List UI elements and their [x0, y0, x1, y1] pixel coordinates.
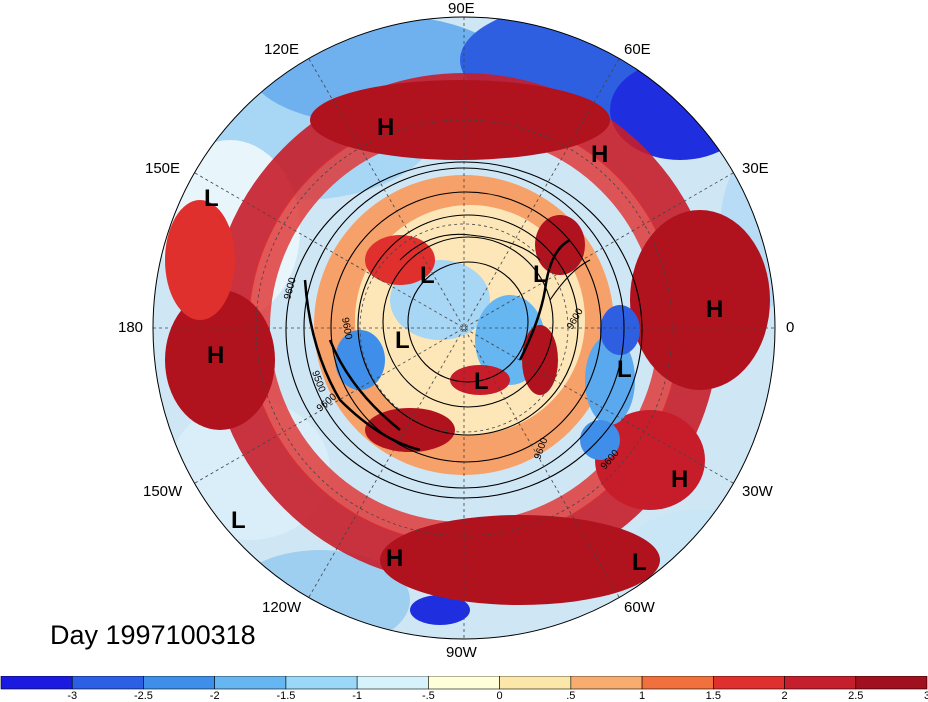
day-label: Day 1997100318: [50, 620, 256, 650]
colorbar-bin: [641, 676, 714, 690]
colorbar-tick-label: 0: [496, 690, 503, 702]
colorbar-tick-label: -1.5: [276, 690, 296, 702]
low-pressure-label: L: [231, 507, 246, 534]
colorbar-bin: [356, 676, 429, 690]
colorbar-bin: [71, 676, 144, 690]
colorbar-tick-label: .5: [566, 690, 576, 702]
colorbar-bin: [784, 676, 857, 690]
high-pressure-label: H: [377, 114, 395, 141]
lon-label-0: 0: [786, 319, 795, 336]
high-pressure-label: H: [386, 545, 404, 572]
lon-label-60e: 60E: [624, 41, 651, 58]
lon-label-120w: 120W: [262, 599, 302, 616]
colorbar-bin: [428, 676, 500, 690]
lon-label-90w: 90W: [446, 644, 477, 661]
colorbar-tick-label: -.5: [421, 690, 435, 702]
lon-label-120e: 120E: [264, 41, 300, 58]
colorbar-bin: [285, 676, 358, 690]
colorbar-bin: [214, 676, 287, 690]
low-pressure-label: L: [632, 549, 647, 576]
low-pressure-label: L: [474, 368, 489, 395]
colorbar-tick-label: 2: [781, 690, 788, 702]
high-pressure-label: H: [591, 141, 609, 168]
colorbar-bin: [0, 676, 73, 690]
high-pressure-label: H: [671, 466, 689, 493]
colorbar-tick-label: -1: [352, 690, 363, 702]
colorbar-tick-label: -2: [209, 690, 220, 702]
colorbar-tick-label: 3: [923, 690, 928, 702]
lon-label-150e: 150E: [145, 160, 181, 177]
anomaly-field: [153, 17, 775, 639]
graticule: [153, 17, 775, 639]
map-boundary: [152, 16, 776, 640]
low-pressure-label: L: [533, 261, 548, 288]
colorbar-tick-label: -3: [67, 690, 78, 702]
lon-label-30w: 30W: [742, 483, 773, 500]
contour-label: 9600: [339, 317, 354, 341]
lon-label-30e: 30E: [742, 160, 769, 177]
colorbar-tick-label: 1.5: [705, 690, 721, 702]
high-pressure-label: H: [207, 342, 225, 369]
lon-label-180: 180: [118, 319, 144, 336]
high-pressure-label: H: [706, 296, 724, 323]
low-pressure-label: L: [395, 327, 410, 354]
colorbar-bin: [143, 676, 215, 690]
colorbar-bin: [499, 676, 572, 690]
colorbar: [0, 676, 928, 690]
colorbar-bin: [570, 676, 643, 690]
lon-label-90e: 90E: [448, 0, 475, 17]
colorbar-tick-label: -2.5: [133, 690, 153, 702]
low-pressure-label: L: [204, 185, 219, 212]
colorbar-tick-label: 2.5: [848, 690, 864, 702]
lon-label-150w: 150W: [143, 483, 183, 500]
colorbar-tick-label: 1: [639, 690, 646, 702]
colorbar-bin: [713, 676, 785, 690]
lon-label-60w: 60W: [624, 599, 655, 616]
low-pressure-label: L: [617, 356, 632, 383]
low-pressure-label: L: [420, 262, 435, 289]
colorbar-bin: [855, 676, 928, 690]
